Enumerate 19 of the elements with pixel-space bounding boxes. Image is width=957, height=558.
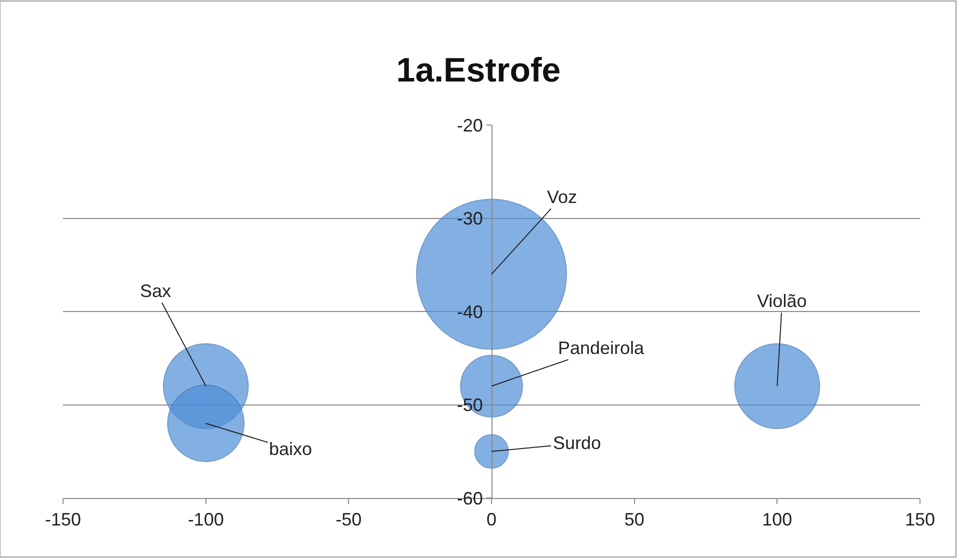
x-tick-label: 0 <box>486 510 497 530</box>
chart-title: 1a.Estrofe <box>396 52 561 90</box>
y-tick-label: -20 <box>456 115 483 136</box>
y-tick-label: -30 <box>456 208 483 229</box>
annotation: Violão <box>757 291 807 311</box>
x-tick-label: -50 <box>336 510 362 530</box>
y-tick-label: -40 <box>456 302 483 322</box>
y-tick-label: -50 <box>456 395 483 416</box>
y-tick-label: -60 <box>456 488 483 508</box>
x-tick-label: -100 <box>188 510 224 530</box>
annotation: Pandeirola <box>558 338 646 358</box>
annotation: Surdo <box>553 433 602 453</box>
annotation: Voz <box>547 187 578 207</box>
x-tick-label: -150 <box>44 510 82 530</box>
x-tick-label: 150 <box>904 510 936 530</box>
annotation: Sax <box>140 281 172 301</box>
x-tick-label: 50 <box>624 510 644 530</box>
annotation: baixo <box>269 439 312 459</box>
x-tick-label: 100 <box>762 510 792 530</box>
